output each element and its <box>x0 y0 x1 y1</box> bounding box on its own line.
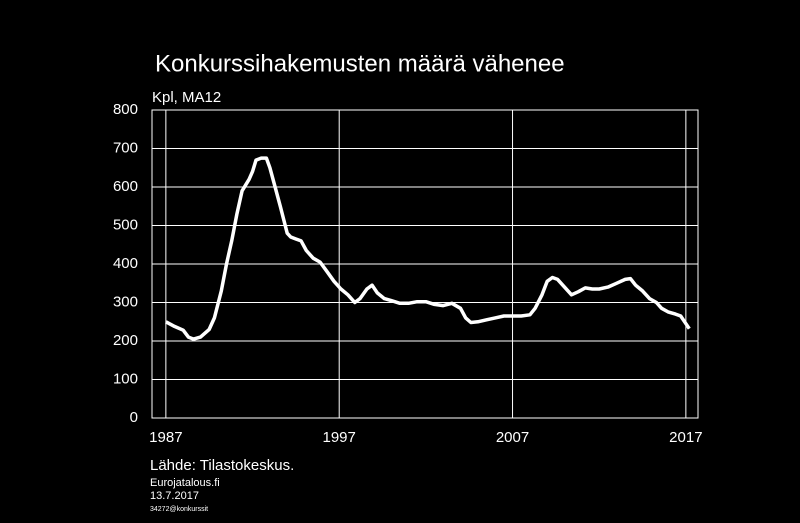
x-tick-label: 2007 <box>496 429 529 446</box>
y-tick-label: 600 <box>113 178 138 195</box>
x-tick-label: 1987 <box>149 429 182 446</box>
source: Lähde: Tilastokeskus. <box>150 457 294 474</box>
date: 13.7.2017 <box>150 490 199 502</box>
y-tick-label: 200 <box>113 332 138 349</box>
y-tick-label: 400 <box>113 255 138 272</box>
site: Eurojatalous.fi <box>150 477 220 489</box>
y-tick-label: 800 <box>113 101 138 118</box>
chart-title: Konkurssihakemusten määrä vähenee <box>155 50 565 77</box>
data-line <box>165 156 691 341</box>
x-tick-label: 2017 <box>669 429 702 446</box>
y-tick-label: 0 <box>130 409 138 426</box>
y-axis-label: Kpl, MA12 <box>152 89 221 106</box>
y-tick-label: 500 <box>113 216 138 233</box>
y-tick-label: 700 <box>113 139 138 156</box>
code: 34272@konkurssit <box>150 506 208 513</box>
y-tick-label: 100 <box>113 370 138 387</box>
y-tick-label: 300 <box>113 293 138 310</box>
x-tick-label: 1997 <box>323 429 356 446</box>
